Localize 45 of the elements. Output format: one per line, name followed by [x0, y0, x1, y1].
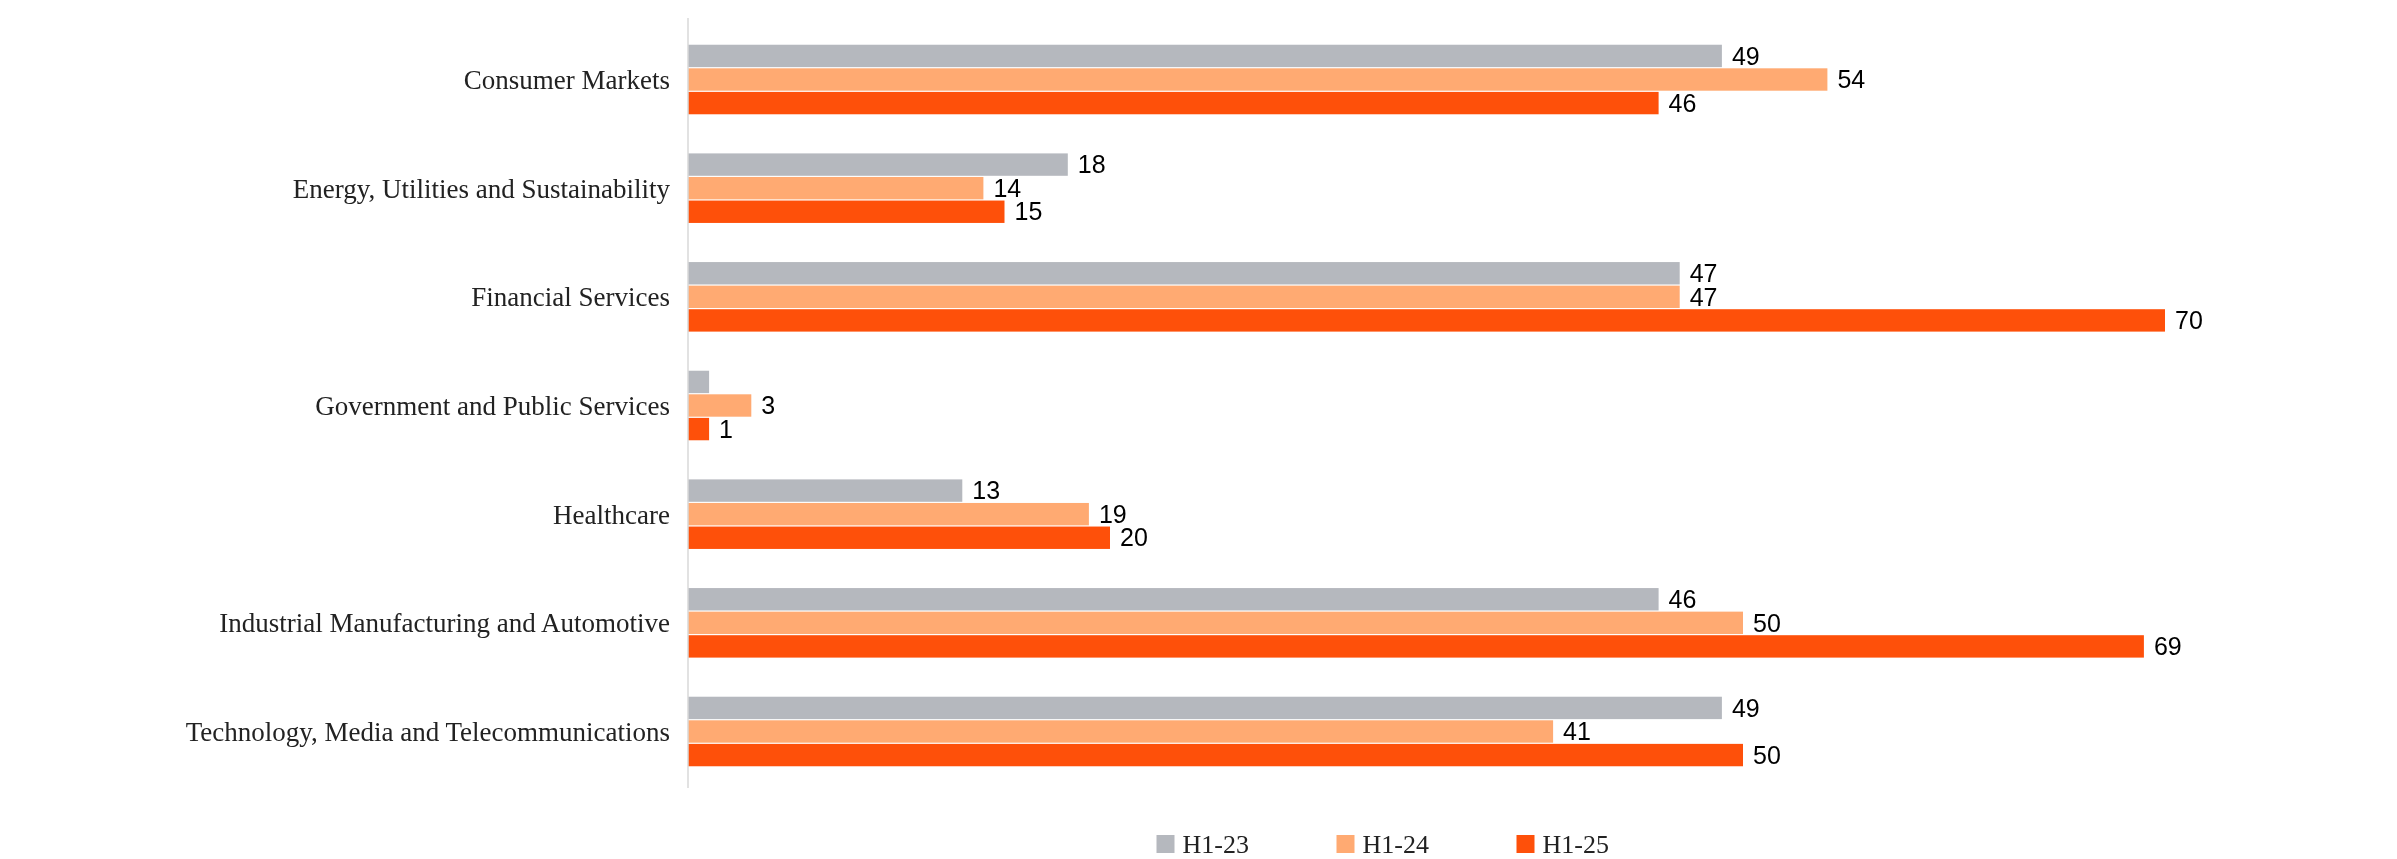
data-label: 49 — [1731, 41, 1760, 70]
bar — [688, 153, 1068, 176]
data-label: 54 — [1837, 65, 1866, 94]
bar — [688, 68, 1828, 91]
bar — [688, 200, 1005, 223]
bar — [688, 611, 1743, 635]
bar — [688, 176, 984, 200]
bar — [688, 309, 2165, 332]
bar — [688, 44, 1722, 68]
y-tick-label: Energy, Utilities and Sustainability — [292, 173, 671, 204]
bar — [688, 743, 1743, 767]
data-label: 41 — [1563, 717, 1591, 746]
bar — [688, 91, 1659, 115]
data-label: 49 — [1731, 693, 1760, 722]
bar — [688, 285, 1680, 309]
bar — [688, 394, 752, 417]
legend-label: H1-24 — [1362, 830, 1429, 859]
legend-label: H1-23 — [1182, 830, 1249, 859]
bar — [688, 262, 1680, 285]
data-label: 3 — [761, 391, 776, 420]
data-label: 50 — [1753, 608, 1781, 637]
bar — [688, 635, 2144, 658]
bar — [688, 526, 1110, 549]
data-label: 69 — [2153, 632, 2182, 661]
data-label: 1 — [719, 414, 734, 443]
data-label: 13 — [972, 476, 1001, 505]
y-tick-label: Financial Services — [471, 282, 670, 313]
y-tick-label: Industrial Manufacturing and Automotive — [219, 608, 671, 639]
y-tick-label: Technology, Media and Telecommunications — [185, 716, 670, 747]
data-label: 70 — [2175, 306, 2203, 335]
data-label: 46 — [1668, 585, 1697, 613]
data-label: 50 — [1753, 740, 1781, 769]
y-tick-label: Consumer Markets — [463, 64, 670, 95]
legend-label: H1-25 — [1542, 830, 1609, 859]
bar — [688, 479, 963, 502]
data-label: 46 — [1668, 88, 1697, 117]
bar — [688, 588, 1659, 611]
bar — [688, 696, 1722, 720]
bar — [688, 417, 710, 441]
bar — [688, 720, 1554, 743]
y-tick-label: Healthcare — [553, 499, 671, 530]
y-tick-label: Government and Public Services — [315, 390, 670, 421]
bar — [688, 370, 710, 394]
data-label: 18 — [1077, 150, 1106, 179]
bar — [688, 502, 1089, 526]
